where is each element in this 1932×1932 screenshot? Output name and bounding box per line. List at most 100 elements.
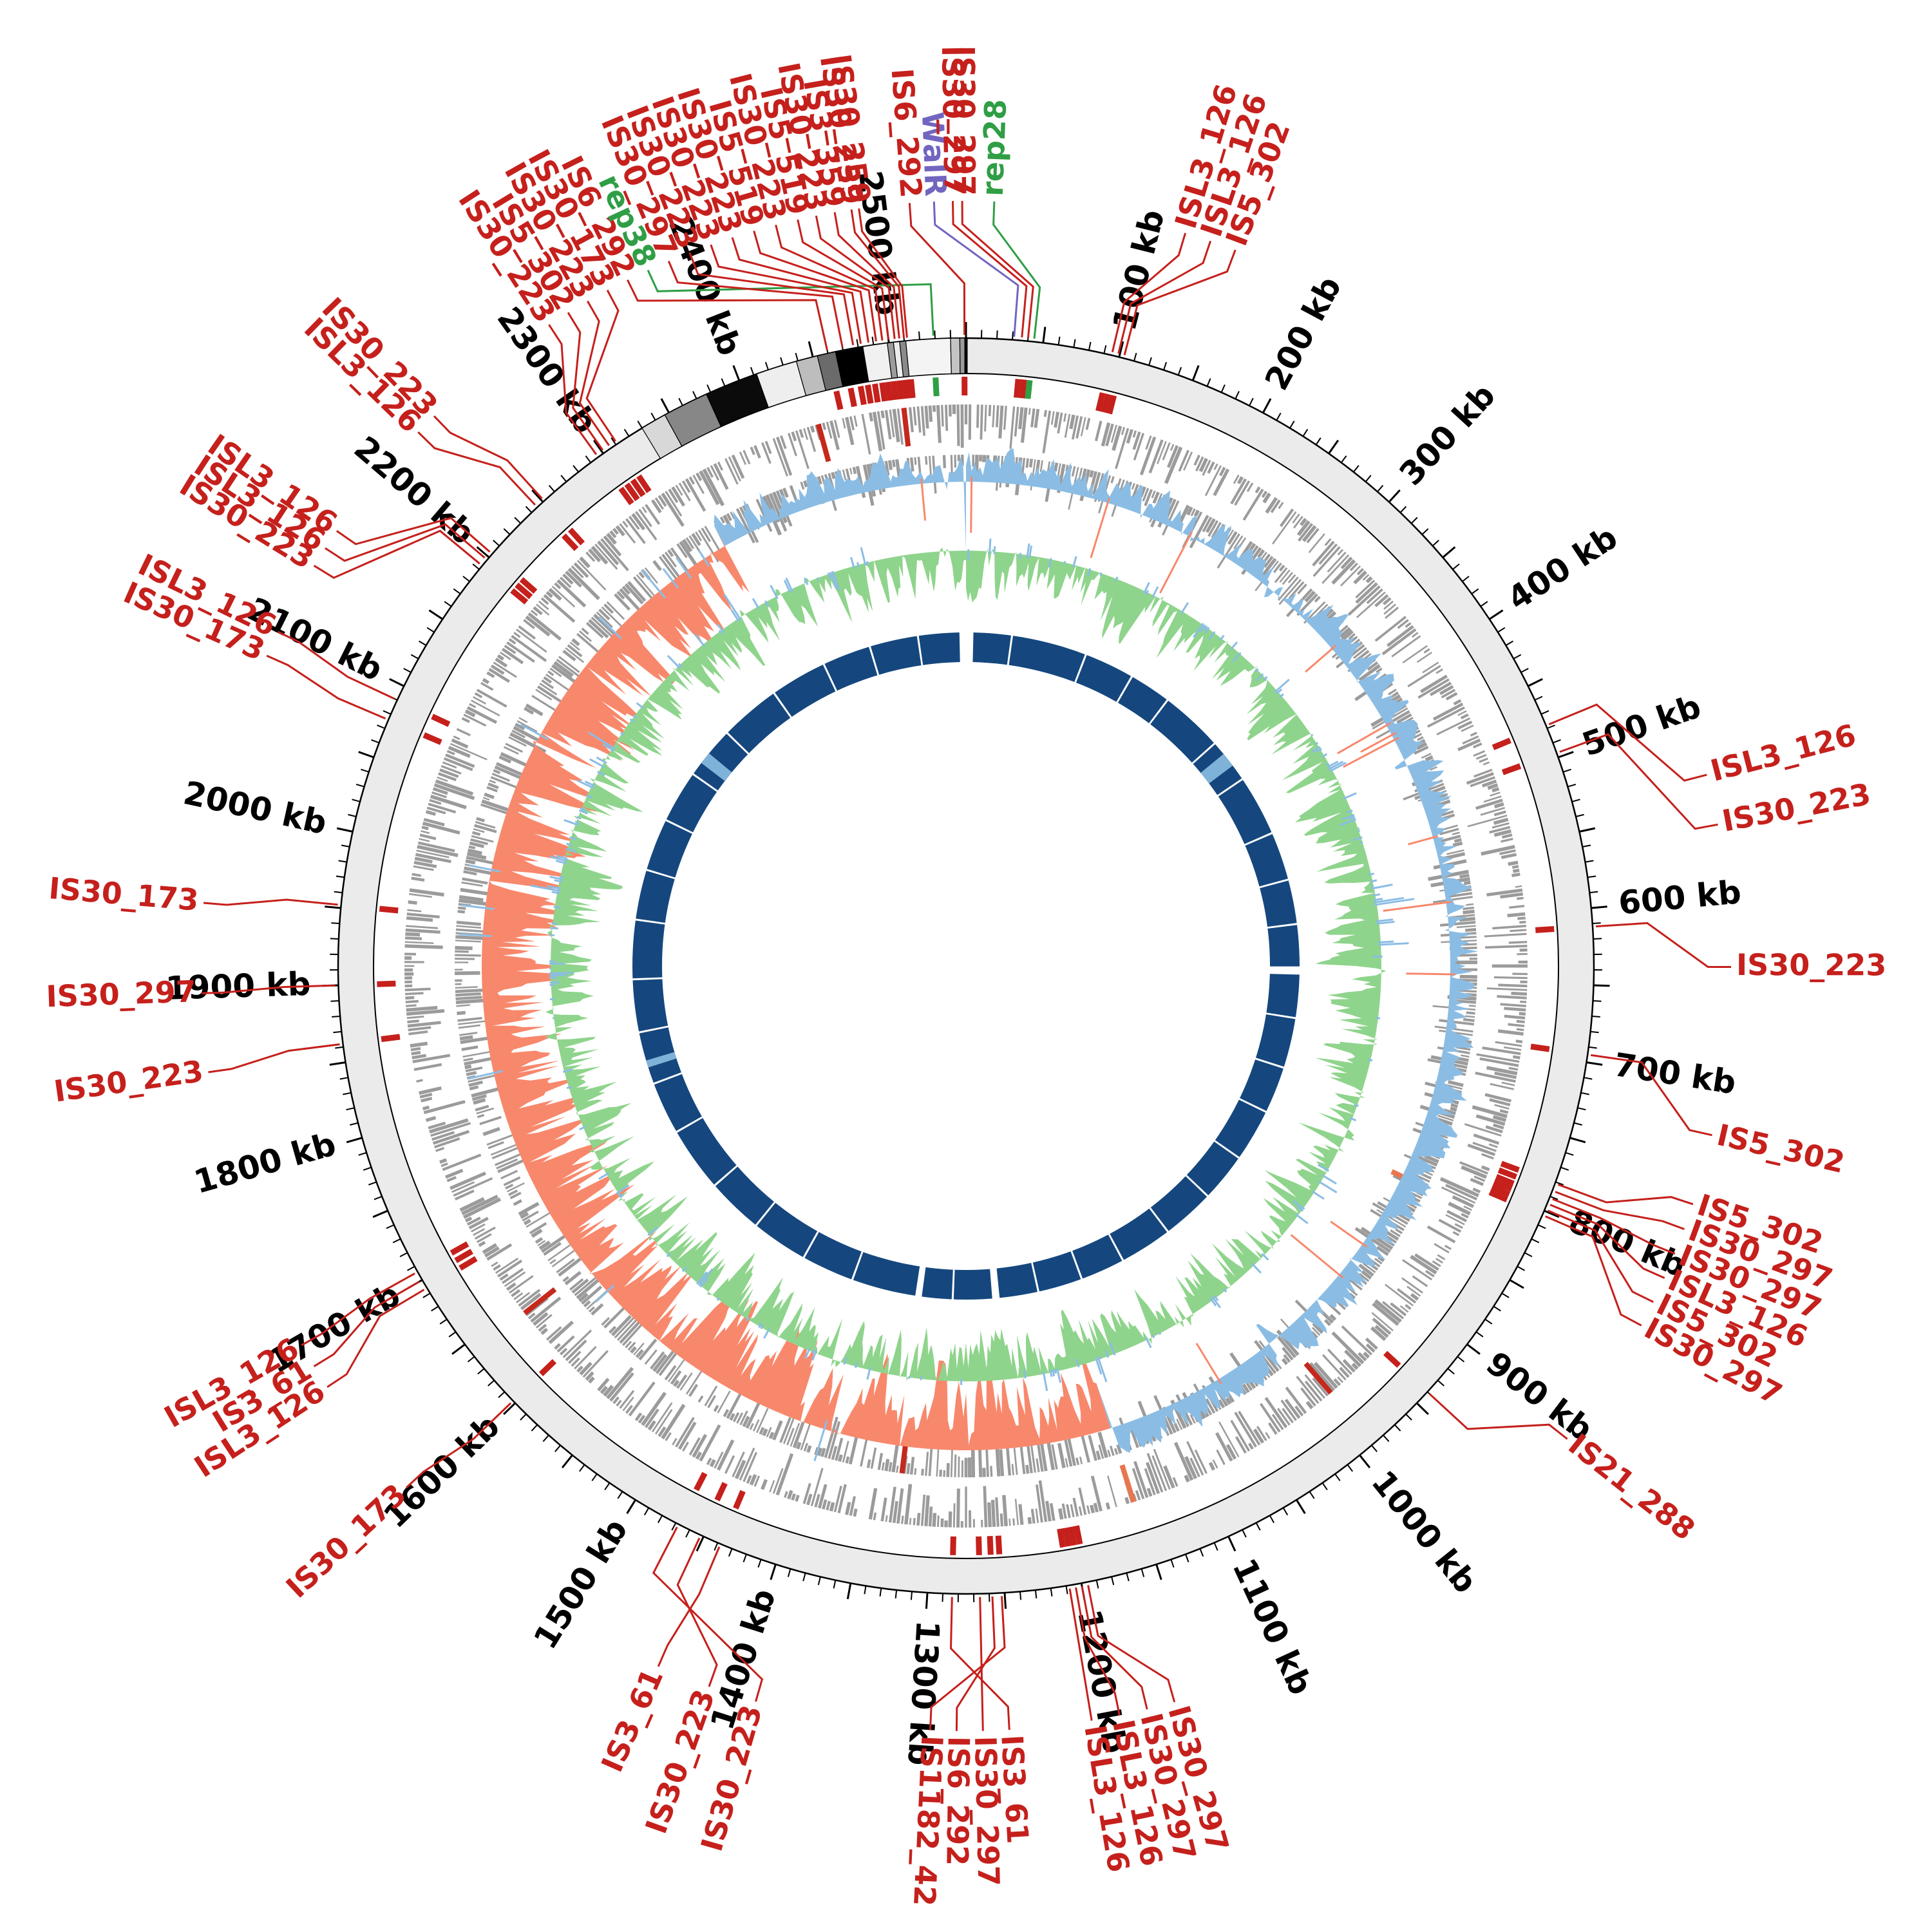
is-element-label: IS30_297 [968, 1736, 1006, 1886]
leader-line [979, 1596, 984, 1731]
leader-line [417, 431, 536, 506]
leader-line [652, 1526, 764, 1702]
leader-line [336, 516, 491, 553]
is-element-label: IS30_223 [1736, 947, 1886, 982]
axis-tick-label: 700 kb [1611, 1046, 1738, 1102]
leader-line [992, 201, 1041, 339]
leader-line [775, 224, 884, 341]
axis-tick-label: 1800 kb [190, 1125, 340, 1201]
leader-line [405, 1402, 512, 1489]
leader-line [1559, 733, 1718, 830]
leader-line [1429, 1393, 1568, 1440]
leader-line [955, 1596, 996, 1731]
leader-line [585, 289, 620, 442]
is-element-label: WalR [915, 111, 953, 196]
axis-tick-label: 2200 kb [347, 429, 482, 552]
leader-line [1081, 1586, 1148, 1710]
leader-line [548, 324, 598, 455]
axis-tick-label: 600 kb [1617, 873, 1743, 922]
leader-line [266, 654, 386, 720]
genes-forward-track [404, 404, 1528, 1528]
leader-line [929, 1596, 1006, 1730]
is-element-label: IS30_173 [48, 871, 200, 918]
is-element-label: IS30_297 [46, 974, 197, 1014]
leader-line [1596, 922, 1732, 968]
axis-tick-label: 1000 kb [1364, 1464, 1484, 1600]
axis-tick-label: 1300 kb [900, 1620, 947, 1767]
leader-line [667, 260, 844, 348]
leader-line [657, 1546, 721, 1667]
axis-tick-label: 400 kb [1501, 518, 1624, 618]
axis-tick-label: 2000 kb [180, 774, 330, 842]
leader-line [1548, 703, 1707, 782]
leader-line [949, 1596, 1010, 1730]
leader-line [688, 252, 855, 346]
is-element-label: IS21_288 [1562, 1426, 1701, 1547]
leader-line [203, 898, 338, 906]
is-element-label: IS30_223 [52, 1054, 205, 1109]
leader-line [313, 529, 480, 579]
is-element-label: IS1182_42 [907, 1735, 949, 1908]
leader-line [1555, 1191, 1685, 1231]
is-element-label: IS30_223 [1719, 777, 1873, 838]
reference-alignment-ring [631, 630, 1302, 1301]
leader-line [933, 201, 1019, 337]
leader-line [567, 312, 604, 451]
leader-lines [201, 200, 1732, 1731]
is-element-ticks [377, 376, 1555, 1555]
axis-tick-label: 200 kb [1258, 270, 1349, 397]
is-element-label: IS6_292 [940, 1736, 976, 1866]
leader-line [1557, 1183, 1694, 1206]
leader-line [731, 237, 869, 343]
leader-line [850, 209, 905, 338]
leader-line [858, 208, 908, 338]
axis-tick-label: 500 kb [1577, 688, 1705, 764]
leader-line [1111, 232, 1187, 353]
leader-line [277, 630, 395, 700]
leader-line [1117, 240, 1212, 354]
axis-tick-label: 1100 kb [1225, 1553, 1320, 1700]
leader-line [301, 1273, 415, 1347]
is-element-label: IS30_297 [946, 46, 981, 196]
position-axis-ticks [322, 322, 1610, 1609]
leader-line [1552, 1198, 1676, 1255]
is-element-label: IS5_302 [1714, 1117, 1848, 1180]
axis-tick-label: 1500 kb [527, 1512, 635, 1655]
leader-line [961, 200, 1034, 338]
is-element-label: IS30_173 [279, 1477, 413, 1605]
leader-line [313, 1280, 421, 1367]
leader-line [433, 415, 543, 500]
leader-line [201, 984, 336, 994]
is-element-label: IS30_297 [935, 45, 972, 196]
leader-line [1123, 249, 1236, 355]
gc-content-track [530, 538, 1415, 1391]
is-element-label: rep28 [975, 99, 1013, 197]
leader-line [325, 523, 486, 562]
leader-line [1549, 1204, 1665, 1279]
leader-line [815, 215, 896, 339]
leader-line [710, 244, 862, 344]
leader-line [1087, 1585, 1176, 1703]
leader-line [833, 212, 900, 339]
is-element-label: IS3_61 [994, 1734, 1035, 1844]
leader-line [952, 201, 1028, 338]
axis-tick-label: 300 kb [1392, 377, 1503, 493]
leader-line [1547, 1209, 1654, 1303]
is-element-label: IS3_61 [594, 1663, 670, 1777]
leader-line [627, 279, 828, 351]
leader-line [797, 219, 890, 340]
leader-line [327, 1289, 425, 1388]
leader-line [676, 1537, 718, 1687]
leader-line [1075, 1587, 1121, 1716]
leader-line [753, 231, 877, 342]
is-element-label: ISL3_126 [1707, 717, 1859, 788]
leader-line [1545, 1215, 1642, 1327]
leader-line [208, 1043, 340, 1074]
leader-line [1590, 1054, 1712, 1137]
leader-line [908, 203, 966, 336]
gc-skew-track [459, 448, 1479, 1462]
leader-line [578, 300, 610, 446]
leader-line [1068, 1588, 1093, 1721]
